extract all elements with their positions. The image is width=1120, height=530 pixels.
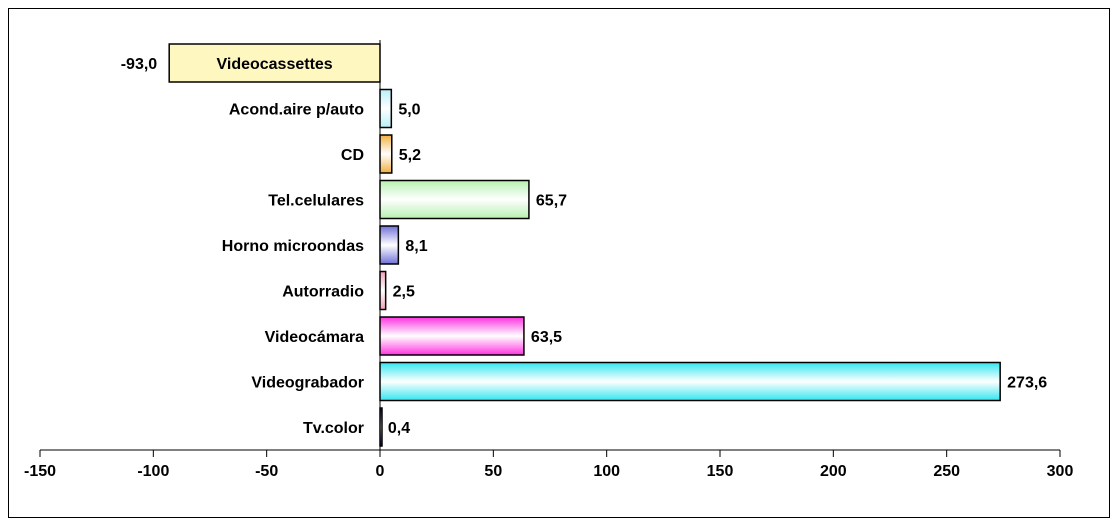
value-label-videocamara: 63,5 bbox=[531, 329, 562, 346]
category-label-cd: CD bbox=[341, 147, 364, 164]
value-label-videocassettes: -93,0 bbox=[121, 56, 158, 73]
x-tick-label: 0 bbox=[376, 463, 385, 480]
value-label-acond-aire-p-auto: 5,0 bbox=[398, 102, 420, 119]
category-label-videocassettes: Videocassettes bbox=[216, 56, 332, 73]
x-tick-label: -150 bbox=[24, 463, 56, 480]
x-tick-label: 300 bbox=[1047, 463, 1074, 480]
x-tick-label: 50 bbox=[484, 463, 502, 480]
x-tick-label: 150 bbox=[707, 463, 734, 480]
x-tick-label: -50 bbox=[255, 463, 278, 480]
bars-layer bbox=[168, 43, 1001, 447]
bar-acond-aire-p-auto bbox=[379, 88, 393, 129]
chart-frame bbox=[8, 8, 1110, 518]
value-label-tv-color: 0,4 bbox=[388, 420, 410, 437]
value-label-cd: 5,2 bbox=[399, 147, 421, 164]
category-label-videocamara: Videocámara bbox=[265, 329, 364, 346]
x-tick-label: 250 bbox=[933, 463, 960, 480]
bar-videograbador bbox=[379, 361, 1001, 402]
x-tick-label: 200 bbox=[820, 463, 847, 480]
value-label-tel-celulares: 65,7 bbox=[536, 193, 567, 210]
category-label-autorradio: Autorradio bbox=[282, 284, 364, 301]
bar-videocamara bbox=[379, 316, 525, 356]
category-label-acond-aire-p-auto: Acond.aire p/auto bbox=[229, 102, 364, 119]
labels-layer: Tv.color 0,4 Videograbador 273,6 Videocámara… bbox=[121, 56, 1048, 437]
category-label-videograbador: Videograbador bbox=[251, 375, 364, 392]
x-tick-label: -100 bbox=[137, 463, 169, 480]
x-axis: -150 -100 -50 0 50 100 150 200 250 300 bbox=[24, 40, 1073, 480]
value-label-horno-microondas: 8,1 bbox=[405, 238, 427, 255]
bar-horno-microondas bbox=[379, 225, 400, 265]
category-label-tv-color: Tv.color bbox=[303, 420, 364, 437]
value-label-autorradio: 2,5 bbox=[393, 284, 415, 301]
x-tick-label: 100 bbox=[593, 463, 620, 480]
bar-autorradio bbox=[379, 270, 387, 311]
value-label-videograbador: 273,6 bbox=[1007, 375, 1047, 392]
bar-cd bbox=[379, 134, 393, 174]
category-label-tel-celulares: Tel.celulares bbox=[268, 193, 364, 210]
category-label-horno-microondas: Horno microondas bbox=[222, 238, 364, 255]
bar-tel-celulares bbox=[379, 179, 530, 220]
